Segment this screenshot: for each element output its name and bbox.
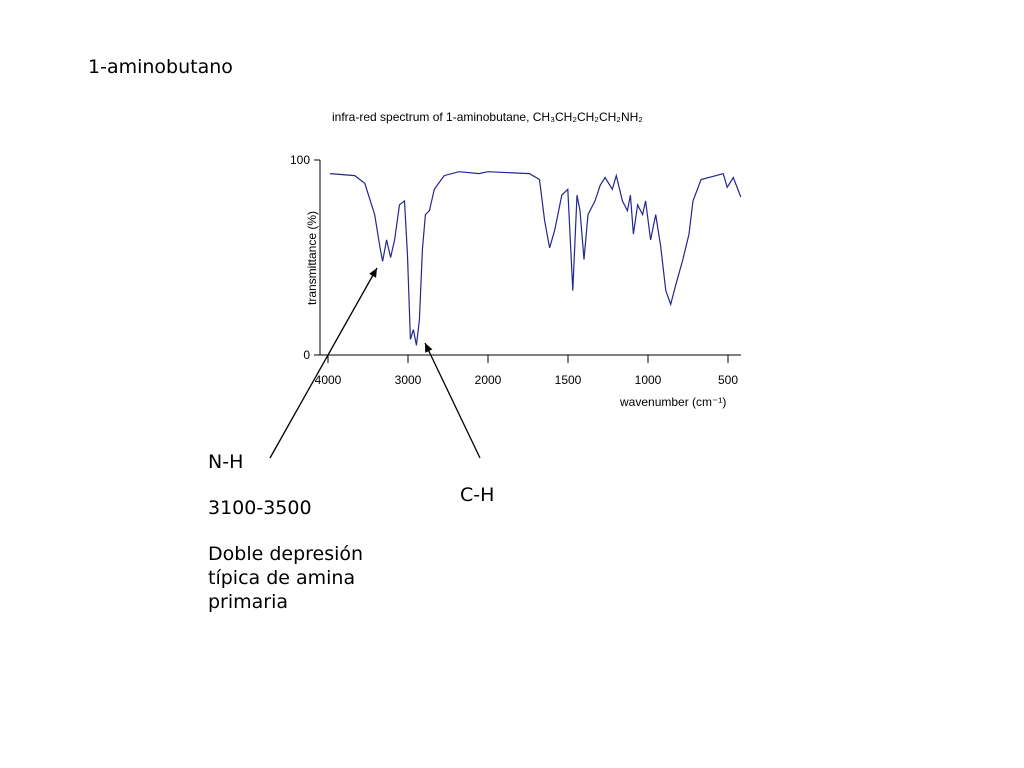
chart-title: infra-red spectrum of 1-aminobutane, CH₃… <box>332 110 643 124</box>
x-tick-label: 1000 <box>635 373 662 387</box>
annotation-label: N-H <box>208 451 244 473</box>
x-tick-label: 3000 <box>395 373 422 387</box>
x-tick-label: 4000 <box>315 373 342 387</box>
annotation-label: 3100-3500 <box>208 497 312 519</box>
arrow <box>269 267 378 459</box>
x-axis-label: wavenumber (cm⁻¹) <box>619 395 726 409</box>
arrow <box>424 342 481 459</box>
slide-heading: 1-aminobutano <box>88 56 233 78</box>
annotation-label: Doble depresión típica de amina primaria <box>208 543 364 613</box>
annotation-label: C-H <box>460 484 495 506</box>
x-tick-label: 2000 <box>475 373 502 387</box>
y-tick-label: 100 <box>290 153 310 167</box>
y-axis-label: transmittance (%) <box>305 211 319 305</box>
y-tick-label: 0 <box>303 348 310 362</box>
x-tick-label: 1500 <box>555 373 582 387</box>
spectrum-line <box>329 171 742 346</box>
x-tick-label: 500 <box>718 373 738 387</box>
